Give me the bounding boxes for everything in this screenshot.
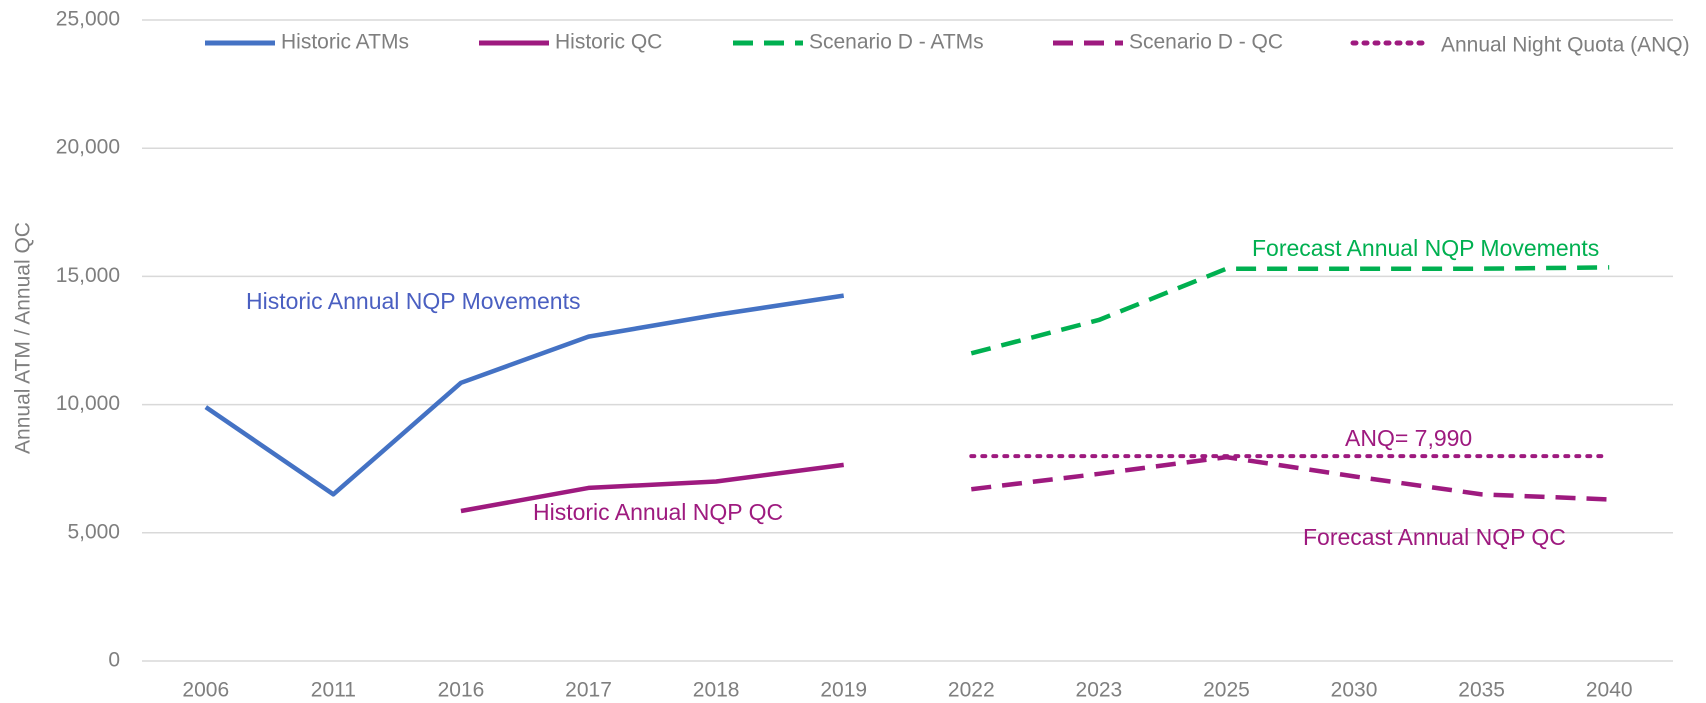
y-tick-label: 25,000 bbox=[56, 8, 120, 31]
x-tick-label: 2016 bbox=[438, 679, 485, 702]
legend-label: Historic ATMs bbox=[281, 31, 409, 54]
legend-label: Scenario D - QC bbox=[1129, 31, 1283, 54]
series-line bbox=[970, 265, 1610, 356]
y-tick-label: 10,000 bbox=[56, 392, 120, 415]
annotation: Forecast Annual NQP Movements bbox=[1252, 235, 1599, 261]
legend-label: Annual Night Quota (ANQ) bbox=[1441, 34, 1690, 57]
x-tick-label: 2019 bbox=[820, 679, 867, 702]
x-tick-label: 2025 bbox=[1203, 679, 1250, 702]
y-tick-label: 0 bbox=[108, 649, 120, 672]
y-tick-label: 5,000 bbox=[67, 520, 120, 543]
x-tick-label: 2040 bbox=[1586, 679, 1633, 702]
series-line bbox=[971, 454, 1610, 502]
x-tick-label: 2035 bbox=[1458, 679, 1505, 702]
series-line bbox=[460, 462, 844, 514]
annotation: Historic Annual NQP QC bbox=[533, 499, 783, 525]
y-tick-label: 15,000 bbox=[56, 264, 120, 287]
y-tick-label: 20,000 bbox=[56, 136, 120, 159]
x-tick-label: 2022 bbox=[948, 679, 995, 702]
annotation: ANQ= 7,990 bbox=[1345, 425, 1472, 451]
y-axis-label: Annual ATM / Annual QC bbox=[12, 222, 35, 454]
series-line bbox=[204, 293, 845, 497]
x-tick-label: 2011 bbox=[311, 679, 356, 702]
annotation: Forecast Annual NQP QC bbox=[1303, 524, 1566, 550]
x-tick-label: 2023 bbox=[1076, 679, 1123, 702]
x-tick-label: 2018 bbox=[693, 679, 740, 702]
x-tick-label: 2006 bbox=[182, 679, 229, 702]
x-tick-label: 2017 bbox=[565, 679, 612, 702]
legend-label: Scenario D - ATMs bbox=[809, 31, 984, 54]
annotation: Historic Annual NQP Movements bbox=[246, 288, 581, 314]
x-tick-label: 2030 bbox=[1331, 679, 1378, 702]
legend-label: Historic QC bbox=[555, 31, 662, 54]
